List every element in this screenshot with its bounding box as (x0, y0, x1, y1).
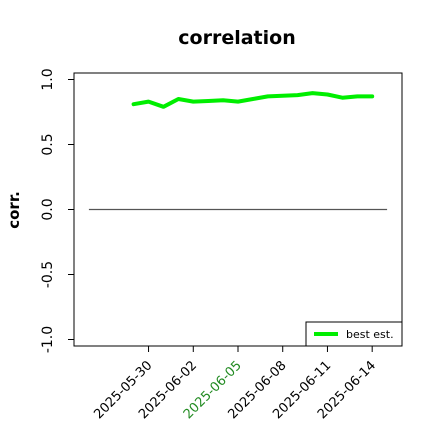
y-tick-label: 0.5 (40, 133, 56, 155)
y-axis-label: corr. (5, 191, 23, 229)
y-tick-label: 1.0 (40, 68, 56, 90)
legend-label: best est. (346, 328, 394, 341)
y-tick-label: -0.5 (40, 261, 56, 288)
chart-title: correlation (178, 27, 295, 49)
y-axis: 1.0 0.5 0.0 -0.5 -1.0 (40, 68, 74, 353)
legend: best est. (305, 321, 403, 347)
series-group (131, 91, 375, 109)
series-line-best-est (131, 91, 375, 109)
y-tick-label: 0.0 (40, 198, 56, 220)
y-tick-label: -1.0 (40, 326, 56, 353)
x-axis: 2025-05-302025-06-022025-06-052025-06-08… (91, 346, 379, 422)
